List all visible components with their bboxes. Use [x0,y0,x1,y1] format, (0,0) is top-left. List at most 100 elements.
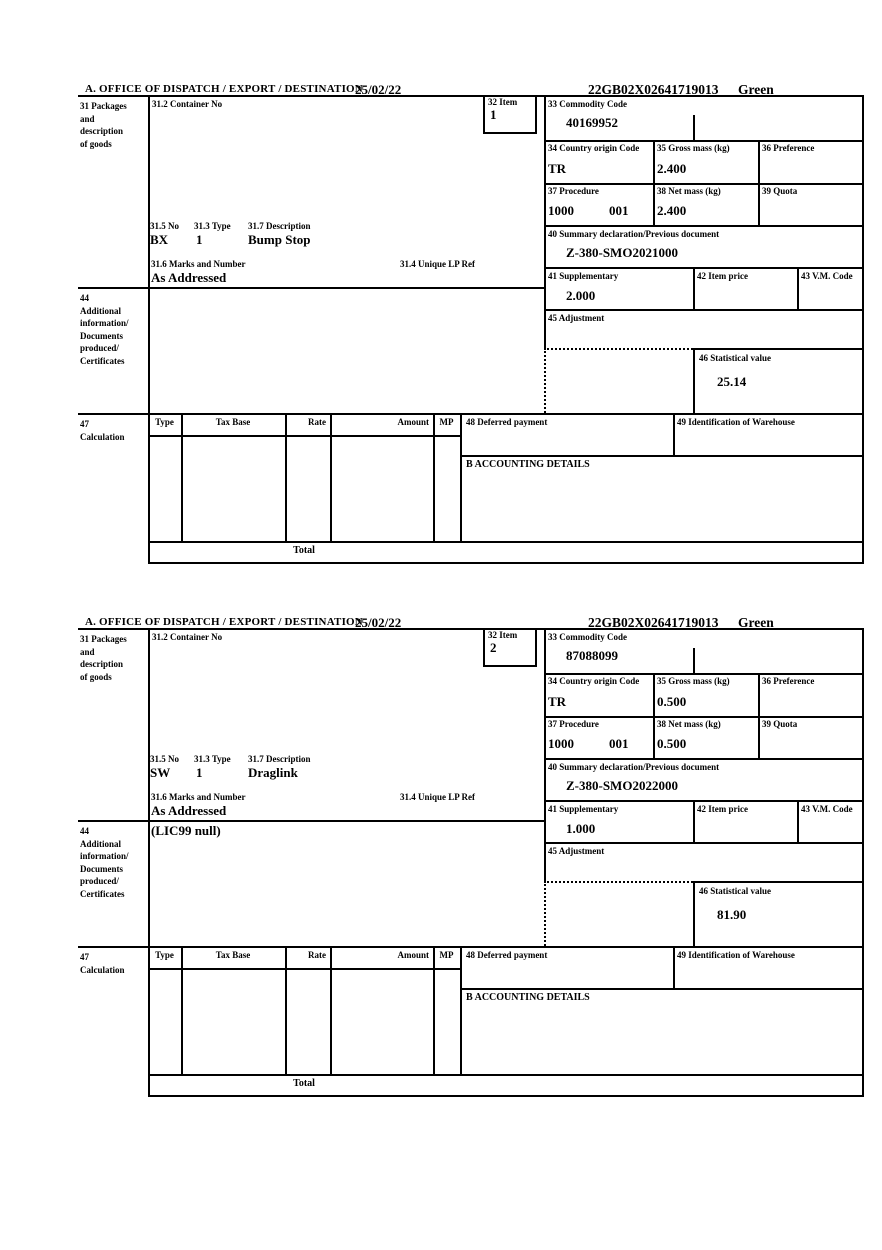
package-no-value: SW [150,765,171,780]
header-rule [78,628,864,630]
box31-6-label: 31.6 Marks and Number [151,792,246,802]
rule [330,946,332,1074]
commodity-code-value: 40169952 [566,115,618,130]
rule [544,716,864,718]
box31-3-label: 31.3 Type [194,221,231,231]
box31-2-label: 31.2 Container No [152,99,223,109]
box31-3-label: 31.3 Type [194,754,231,764]
header-rule [78,95,864,97]
rule [544,225,864,227]
box46-statistical-box: 46 Statistical value 81.90 [693,881,864,948]
left-column-rule [148,95,150,564]
country-origin-value: TR [548,161,567,176]
rule [148,435,462,437]
box32-label: 32 Item [488,630,518,640]
box42-label: 42 Item price [697,271,748,281]
rule [462,455,864,457]
declaration-date: 25/02/22 [355,615,402,630]
box44-label: 44 Additional information/ Documents pro… [80,826,129,899]
box37-label: 37 Procedure [548,186,599,196]
box37-label: 37 Procedure [548,719,599,729]
office-of-dispatch-label: A. OFFICE OF DISPATCH / EXPORT / DESTINA… [85,616,363,628]
box31-5-label: 31.5 No [150,754,179,764]
box31-7-label: 31.7 Description [248,221,311,231]
rule [544,183,864,185]
box32-item-number: 1 [490,107,497,122]
previous-document-value: Z-380-SMO2022000 [566,778,678,793]
rule [330,413,332,541]
box31-label: 31 Packages and description of goods [80,634,127,682]
rule [460,413,462,541]
declaration-date: 25/02/22 [355,82,402,97]
box40-label: 40 Summary declaration/Previous document [548,229,720,239]
calc-col-rate: Rate [308,417,326,427]
box47-label: 47 Calculation [80,952,125,975]
calc-col-rate: Rate [308,950,326,960]
supplementary-value: 2.000 [566,288,596,303]
routing-channel: Green [738,615,774,630]
box49-label: 49 Identification of Warehouse [677,417,795,427]
rule [797,267,799,309]
rule [673,413,675,455]
rule [693,267,695,309]
right-border-rule [862,628,864,1097]
calc-col-amount: Amount [397,417,429,427]
rule [544,673,864,675]
calc-col-amount: Amount [397,950,429,960]
left-column-rule [148,628,150,1097]
box31-4-label: 31.4 Unique LP Ref [400,792,476,802]
rule [181,413,183,541]
package-type-value: 1 [196,232,203,247]
procedure-ext-value: 001 [609,736,629,751]
total-label: Total [293,1078,315,1089]
calc-col-tax-base: Tax Base [215,417,251,427]
procedure-value: 1000 [548,736,574,751]
rule [544,309,864,311]
rule [433,946,435,1074]
box31-5-label: 31.5 No [150,221,179,231]
box34-label: 34 Country origin Code [548,676,640,686]
calc-col-type: Type [155,417,174,427]
box40-label: 40 Summary declaration/Previous document [548,762,720,772]
package-description-value: Draglink [248,765,298,780]
box32-item-box: 32 Item 2 [483,628,537,667]
bottom-border-rule [148,562,864,564]
box38-label: 38 Net mass (kg) [657,186,721,196]
commodity-code-separator [693,648,695,673]
statistical-value: 25.14 [717,374,747,389]
box32-label: 32 Item [488,97,518,107]
box47-top-rule [78,946,864,948]
box43-label: 43 V.M. Code [801,804,853,814]
country-origin-value: TR [548,694,567,709]
adjustment-dotted-rule [544,881,693,883]
box33-label: 33 Commodity Code [548,99,627,109]
box32-item-number: 2 [490,640,497,655]
declaration-reference: 22GB02X02641719013 [588,615,719,630]
box35-label: 35 Gross mass (kg) [657,676,730,686]
rule [148,1074,864,1076]
marks-and-number-value: As Addressed [151,803,227,818]
rule [797,800,799,842]
box44-top-rule [78,820,546,822]
box44-top-rule [78,287,546,289]
previous-document-value: Z-380-SMO2021000 [566,245,678,260]
box48-label: 48 Deferred payment [466,417,548,427]
rule [673,946,675,988]
additional-information-value: (LIC99 null) [151,823,221,838]
box31-6-label: 31.6 Marks and Number [151,259,246,269]
net-mass-value: 2.400 [657,203,687,218]
rule [758,673,760,758]
commodity-code-value: 87088099 [566,648,618,663]
calc-col-mp: MP [439,950,454,960]
rule [693,800,695,842]
box46-statistical-box: 46 Statistical value 25.14 [693,348,864,415]
gross-mass-value: 0.500 [657,694,687,709]
rule [653,673,655,758]
gross-mass-value: 2.400 [657,161,687,176]
center-divider-rule [544,95,546,348]
bottom-border-rule [148,1095,864,1097]
box34-label: 34 Country origin Code [548,143,640,153]
rule [285,413,287,541]
calc-col-tax-base: Tax Base [215,950,251,960]
rule [758,140,760,225]
